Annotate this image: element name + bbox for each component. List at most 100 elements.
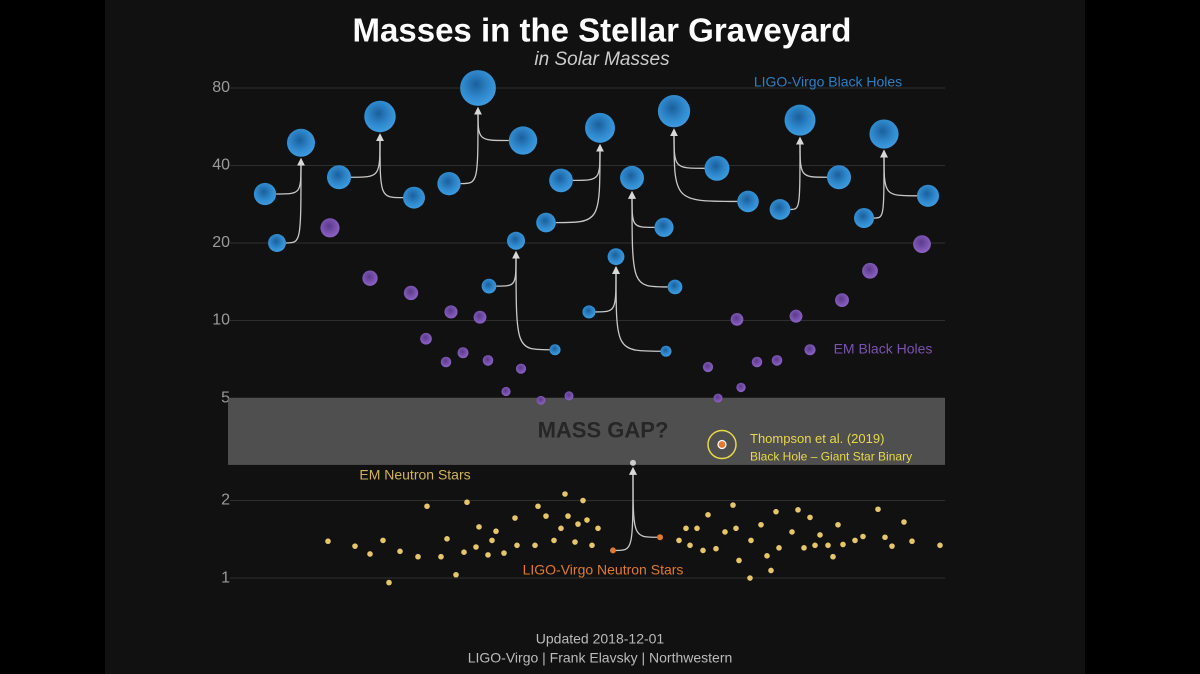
black-hole bbox=[501, 386, 511, 397]
neutron-star bbox=[424, 503, 430, 510]
black-hole bbox=[804, 344, 816, 356]
neutron-star bbox=[352, 543, 358, 549]
merger-arrow bbox=[670, 128, 738, 203]
neutron-star bbox=[512, 515, 518, 521]
black-hole bbox=[582, 305, 596, 319]
neutron-star bbox=[397, 548, 403, 555]
black-hole bbox=[515, 363, 527, 374]
neutron-star bbox=[543, 513, 549, 519]
black-hole bbox=[916, 184, 940, 207]
black-hole bbox=[549, 344, 561, 356]
neutron-star bbox=[461, 549, 467, 555]
merger-arrow bbox=[512, 250, 550, 351]
neutron-star bbox=[367, 551, 373, 557]
neutron-star bbox=[830, 553, 836, 560]
black-hole bbox=[585, 112, 615, 143]
black-hole bbox=[420, 332, 432, 345]
neutron-star bbox=[736, 557, 742, 564]
neutron-star bbox=[562, 491, 568, 497]
black-hole bbox=[320, 218, 340, 238]
neutron-star bbox=[572, 539, 578, 545]
y-tick-label: 10 bbox=[212, 312, 230, 329]
black-hole bbox=[869, 119, 899, 149]
neutron-star bbox=[835, 521, 841, 528]
black-hole bbox=[444, 305, 458, 319]
neutron-star bbox=[464, 499, 470, 506]
black-hole bbox=[327, 165, 351, 190]
neutron-star bbox=[795, 507, 801, 513]
black-hole bbox=[362, 270, 378, 286]
black-hole bbox=[835, 293, 849, 308]
neutron-star bbox=[589, 542, 595, 549]
black-hole bbox=[854, 208, 874, 229]
neutron-star bbox=[514, 542, 520, 549]
black-hole bbox=[564, 391, 574, 401]
neutron-star bbox=[817, 532, 823, 538]
black-hole bbox=[482, 355, 494, 366]
neutron-star bbox=[453, 571, 459, 578]
thompson-ring bbox=[707, 429, 737, 460]
mass-gap-band bbox=[228, 398, 945, 465]
merger-arrow bbox=[555, 143, 604, 224]
black-hole bbox=[913, 235, 931, 254]
neutron-star bbox=[683, 525, 689, 532]
merger-remnant bbox=[630, 459, 636, 466]
series-label: LIGO-Virgo Black Holes bbox=[754, 74, 902, 90]
panel bbox=[105, 0, 1085, 674]
black-hole bbox=[784, 104, 816, 136]
merger-arrow bbox=[376, 133, 404, 199]
black-hole bbox=[736, 382, 746, 393]
black-hole bbox=[457, 347, 469, 359]
merger-arrow bbox=[628, 190, 668, 288]
black-hole bbox=[403, 285, 419, 301]
neutron-star bbox=[532, 542, 538, 549]
neutron-star bbox=[415, 553, 421, 560]
neutron-star bbox=[485, 552, 491, 558]
neutron-star bbox=[676, 537, 682, 544]
y-tick-label: 2 bbox=[221, 492, 230, 509]
neutron-star bbox=[565, 513, 571, 519]
neutron-star bbox=[852, 537, 858, 544]
mass-gap-label: MASS GAP? bbox=[538, 417, 669, 442]
neutron-star bbox=[764, 553, 770, 559]
black-hole bbox=[789, 309, 803, 323]
y-tick-label: 5 bbox=[221, 389, 230, 406]
black-hole bbox=[660, 345, 672, 357]
black-hole bbox=[403, 186, 425, 209]
neutron-star bbox=[840, 541, 846, 548]
black-hole bbox=[704, 155, 730, 181]
black-hole bbox=[713, 393, 723, 403]
black-hole bbox=[730, 313, 744, 326]
black-hole bbox=[751, 356, 763, 368]
neutron-star bbox=[535, 503, 541, 510]
neutron-star bbox=[776, 545, 782, 551]
neutron-star bbox=[657, 534, 663, 541]
neutron-star bbox=[807, 514, 813, 521]
merger-arrow bbox=[873, 149, 888, 219]
neutron-star bbox=[722, 529, 728, 535]
neutron-star bbox=[489, 537, 495, 544]
black-hole bbox=[607, 248, 625, 266]
black-hole bbox=[508, 126, 538, 155]
y-tick-label: 20 bbox=[212, 234, 230, 251]
neutron-star bbox=[476, 524, 482, 530]
neutron-star bbox=[551, 537, 557, 544]
neutron-star bbox=[444, 536, 450, 542]
merger-arrow bbox=[615, 466, 637, 552]
annotation-title: Thompson et al. (2019) bbox=[750, 431, 884, 446]
neutron-star bbox=[705, 512, 711, 518]
series-label: EM Neutron Stars bbox=[359, 467, 470, 483]
neutron-star bbox=[595, 525, 601, 532]
annotation-subtitle: Black Hole – Giant Star Binary bbox=[750, 450, 912, 464]
chart-subtitle: in Solar Masses bbox=[534, 49, 670, 70]
neutron-star bbox=[700, 547, 706, 554]
neutron-star bbox=[758, 521, 764, 528]
merger-arrow bbox=[460, 106, 482, 185]
neutron-star bbox=[575, 521, 581, 527]
series-label: EM Black Holes bbox=[834, 341, 933, 357]
neutron-star bbox=[438, 553, 444, 560]
black-hole bbox=[667, 279, 683, 295]
neutron-star bbox=[558, 525, 564, 532]
neutron-star bbox=[325, 538, 331, 545]
